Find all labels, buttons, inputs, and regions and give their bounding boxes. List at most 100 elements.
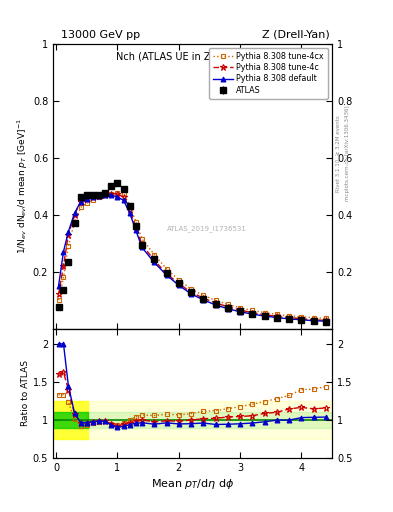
Pythia 8.308 tune-4c [262,312,267,318]
Pythia 8.308 tune-4cx [176,277,181,283]
Pythia 8.308 tune-4c [61,263,66,269]
Pythia 8.308 tune-4cx [213,297,218,304]
Pythia 8.308 tune-4cx [56,297,61,303]
Pythia 8.308 tune-4cx [127,202,132,208]
Pythia 8.308 tune-4c [201,295,206,301]
Line: Pythia 8.308 tune-4cx: Pythia 8.308 tune-4cx [56,190,329,321]
Pythia 8.308 default [201,297,206,303]
Pythia 8.308 tune-4cx [121,191,126,197]
Pythia 8.308 default [134,227,138,233]
Pythia 8.308 tune-4c [176,281,181,287]
Pythia 8.308 tune-4cx [72,219,77,225]
Pythia 8.308 tune-4c [103,191,108,198]
Text: Rivet 3.1.10, ≥ 3.2M events: Rivet 3.1.10, ≥ 3.2M events [336,115,341,192]
Pythia 8.308 tune-4cx [250,307,255,313]
Legend: Pythia 8.308 tune-4cx, Pythia 8.308 tune-4c, Pythia 8.308 default, ATLAS: Pythia 8.308 tune-4cx, Pythia 8.308 tune… [209,48,328,99]
Pythia 8.308 tune-4cx [90,197,95,203]
X-axis label: Mean $p_T$/d$\eta$ d$\phi$: Mean $p_T$/d$\eta$ d$\phi$ [151,477,234,492]
Pythia 8.308 tune-4c [238,307,242,313]
Pythia 8.308 tune-4cx [189,286,193,292]
Pythia 8.308 default [250,311,255,317]
Pythia 8.308 tune-4c [250,310,255,316]
Pythia 8.308 tune-4cx [103,192,108,198]
Pythia 8.308 default [121,197,126,203]
Pythia 8.308 tune-4cx [287,313,292,319]
Pythia 8.308 default [78,199,83,205]
Pythia 8.308 default [311,317,316,324]
Pythia 8.308 default [238,309,242,315]
Pythia 8.308 tune-4c [164,270,169,276]
Pythia 8.308 tune-4c [134,224,138,230]
Pythia 8.308 tune-4c [189,289,193,295]
Pythia 8.308 default [109,192,114,198]
Pythia 8.308 tune-4c [56,291,61,297]
Line: Pythia 8.308 default: Pythia 8.308 default [56,193,329,324]
Pythia 8.308 tune-4c [213,300,218,306]
Pythia 8.308 default [103,192,108,198]
Text: Z (Drell-Yan): Z (Drell-Yan) [263,30,330,40]
Text: ATLAS_2019_I1736531: ATLAS_2019_I1736531 [167,225,246,232]
Text: Nch (ATLAS UE in Z production): Nch (ATLAS UE in Z production) [116,52,270,62]
Pythia 8.308 default [90,195,95,201]
Pythia 8.308 default [176,282,181,288]
Pythia 8.308 default [275,314,279,321]
Pythia 8.308 tune-4c [84,196,89,202]
Pythia 8.308 default [262,313,267,319]
Pythia 8.308 tune-4cx [134,219,138,225]
Text: mcplots.cern.ch [arXiv:1306.3436]: mcplots.cern.ch [arXiv:1306.3436] [345,106,350,201]
Pythia 8.308 default [164,272,169,278]
Pythia 8.308 default [323,318,328,324]
Pythia 8.308 tune-4cx [66,243,71,249]
Pythia 8.308 tune-4c [109,190,114,197]
Pythia 8.308 tune-4c [97,193,101,199]
Pythia 8.308 tune-4cx [323,315,328,322]
Pythia 8.308 tune-4c [90,195,95,201]
Pythia 8.308 default [115,194,120,200]
Pythia 8.308 tune-4cx [262,310,267,316]
Pythia 8.308 tune-4c [323,317,328,324]
Pythia 8.308 tune-4cx [115,190,120,196]
Pythia 8.308 tune-4cx [109,191,114,197]
Pythia 8.308 default [152,260,156,266]
Pythia 8.308 tune-4cx [311,315,316,321]
Pythia 8.308 default [72,210,77,216]
Pythia 8.308 tune-4c [115,191,120,197]
Pythia 8.308 tune-4cx [61,274,66,281]
Y-axis label: 1/N$_{ev}$ dN$_{ev}$/d mean $p_T$ [GeV]$^{-1}$: 1/N$_{ev}$ dN$_{ev}$/d mean $p_T$ [GeV]$… [16,118,30,254]
Pythia 8.308 tune-4cx [97,195,101,201]
Pythia 8.308 tune-4cx [201,292,206,298]
Pythia 8.308 tune-4c [121,194,126,200]
Pythia 8.308 tune-4cx [78,204,83,210]
Pythia 8.308 tune-4c [226,304,230,310]
Pythia 8.308 tune-4c [311,317,316,323]
Line: Pythia 8.308 tune-4c: Pythia 8.308 tune-4c [55,190,329,324]
Pythia 8.308 tune-4cx [140,236,144,242]
Pythia 8.308 default [226,306,230,312]
Pythia 8.308 tune-4c [299,315,304,322]
Y-axis label: Ratio to ATLAS: Ratio to ATLAS [21,360,30,426]
Pythia 8.308 default [61,249,66,255]
Pythia 8.308 tune-4cx [299,313,304,319]
Pythia 8.308 default [127,210,132,216]
Pythia 8.308 default [84,196,89,202]
Pythia 8.308 tune-4cx [238,305,242,311]
Pythia 8.308 tune-4cx [84,200,89,206]
Pythia 8.308 default [56,283,61,289]
Pythia 8.308 tune-4c [275,313,279,319]
Pythia 8.308 tune-4c [66,231,71,238]
Pythia 8.308 tune-4c [140,242,144,248]
Pythia 8.308 tune-4cx [152,251,156,258]
Pythia 8.308 tune-4c [72,211,77,218]
Pythia 8.308 tune-4c [287,314,292,321]
Pythia 8.308 tune-4cx [164,266,169,272]
Pythia 8.308 tune-4c [127,207,132,214]
Pythia 8.308 default [66,229,71,235]
Pythia 8.308 default [140,244,144,250]
Pythia 8.308 tune-4c [152,257,156,263]
Pythia 8.308 tune-4cx [226,302,230,308]
Pythia 8.308 default [189,291,193,297]
Pythia 8.308 tune-4c [78,199,83,205]
Pythia 8.308 default [299,317,304,323]
Text: 13000 GeV pp: 13000 GeV pp [61,30,140,40]
Pythia 8.308 default [213,302,218,308]
